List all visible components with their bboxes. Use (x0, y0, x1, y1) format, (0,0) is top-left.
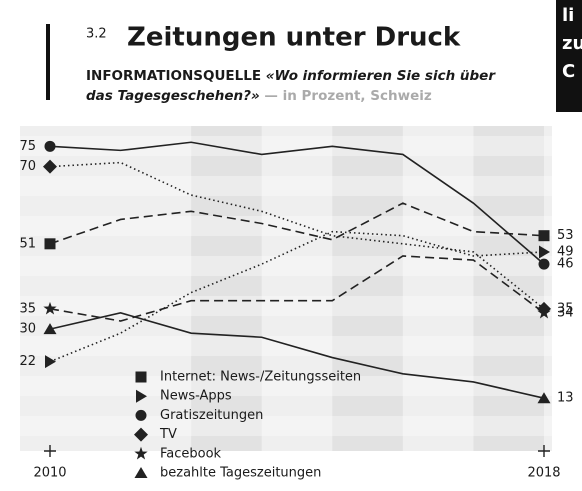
plot-background (20, 126, 552, 451)
marker (537, 392, 551, 404)
sidebar-text: li (562, 5, 574, 26)
data-label: 49 (557, 244, 574, 259)
marker (43, 301, 57, 315)
data-label: 53 (557, 228, 574, 243)
marker (538, 258, 550, 270)
marker (136, 389, 147, 403)
marker (538, 230, 550, 242)
subtitle: INFORMATIONSQUELLE «Wo informieren Sie s… (86, 68, 496, 84)
sidebar-text: C (562, 61, 575, 82)
marker (134, 446, 148, 460)
marker (45, 355, 56, 369)
subtitle-unit: — in Prozent, Schweiz (264, 88, 431, 104)
legend-label: bezahlte Tageszeitungen (160, 466, 321, 481)
row-band (20, 216, 552, 236)
legend-label: Facebook (160, 446, 222, 461)
subtitle-question: das Tagesgeschehen?» (86, 88, 260, 104)
series-line (49, 312, 545, 399)
series-line (49, 202, 545, 245)
marker (43, 159, 57, 174)
data-label: 51 (19, 236, 36, 251)
data-label: 70 (19, 159, 36, 174)
marker (537, 305, 551, 319)
data-label: 13 (557, 391, 574, 406)
marker (135, 371, 147, 383)
x-tick-label: 2018 (527, 466, 560, 481)
row-band (20, 376, 552, 396)
data-label: 22 (19, 354, 36, 369)
row-band (20, 176, 552, 196)
data-label: 35 (557, 301, 574, 316)
legend-label: TV (159, 427, 177, 442)
accent-bar (46, 24, 50, 100)
data-label: 35 (19, 301, 36, 316)
subtitle: das Tagesgeschehen?» — in Prozent, Schwe… (86, 88, 432, 104)
marker (44, 238, 56, 250)
legend-label: News-Apps (160, 389, 232, 404)
sidebar-text: zu (562, 33, 582, 54)
chart-title: Zeitungen unter Druck (127, 23, 461, 53)
marker (539, 245, 550, 259)
marker (135, 409, 147, 421)
chapter-number: 3.2 (86, 27, 107, 42)
series-line (49, 255, 545, 322)
x-tick (44, 445, 56, 457)
row-band (20, 296, 552, 316)
marker (134, 427, 148, 442)
x-tick (538, 445, 550, 457)
series-line (49, 141, 545, 265)
marker (43, 323, 57, 335)
row-band (20, 256, 552, 276)
column-band (473, 126, 544, 451)
data-label: 75 (19, 139, 36, 154)
data-label: 30 (19, 322, 36, 337)
column-band (332, 126, 403, 451)
data-label: 34 (557, 305, 574, 320)
data-label: 46 (557, 257, 574, 272)
subtitle-question: «Wo informieren Sie sich über (266, 68, 497, 84)
subtitle-lead: INFORMATIONSQUELLE (86, 68, 261, 84)
x-tick-label: 2010 (33, 466, 66, 481)
row-band (20, 136, 552, 156)
column-band (191, 126, 262, 451)
marker (44, 140, 56, 152)
row-band (20, 416, 552, 436)
row-band (20, 336, 552, 356)
marker (134, 467, 148, 478)
legend-label: Internet: News-/Zeitungsseiten (160, 370, 361, 385)
legend-label: Gratiszeitungen (160, 408, 263, 423)
sidebar-box (556, 0, 582, 112)
